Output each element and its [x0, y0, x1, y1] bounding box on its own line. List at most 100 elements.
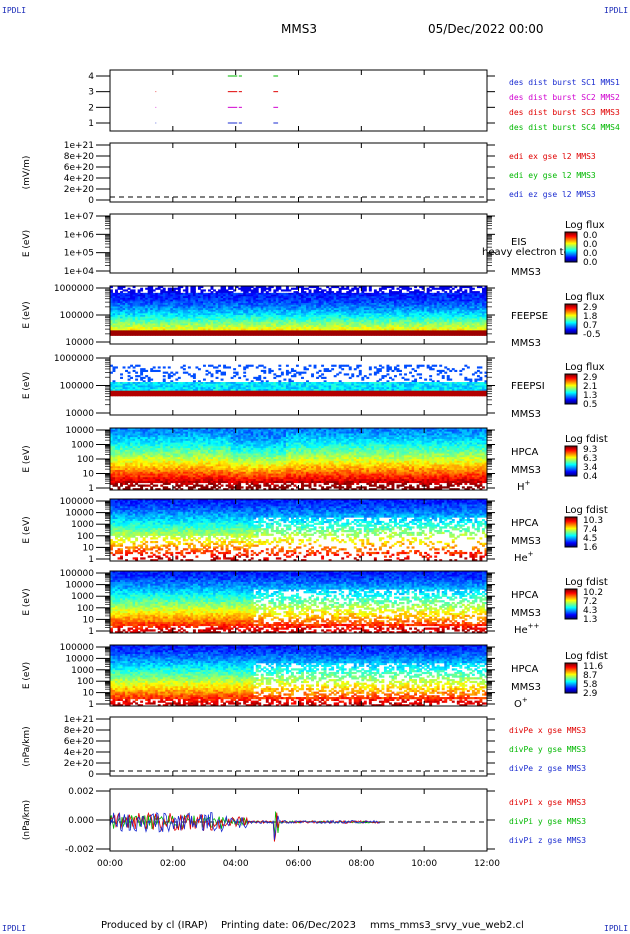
y-tick-label: 1e+04	[64, 267, 95, 277]
spectrogram-cell	[175, 334, 178, 336]
spectrogram-cell	[226, 334, 229, 336]
y-tick-label: 1	[88, 119, 94, 129]
instrument-label: MMS3	[511, 267, 541, 278]
spectrogram-cell	[138, 334, 141, 336]
legend-entry: des dist burst SC4 MMS4	[509, 123, 620, 132]
y-axis-label: (mV/m)	[22, 156, 32, 190]
y-tick-label: 1e+06	[64, 230, 95, 240]
spectrogram-cell	[228, 334, 231, 336]
spectrogram-cell	[155, 288, 158, 290]
spectrogram-cell	[140, 289, 143, 291]
x-tick-label: 10:00	[411, 859, 437, 869]
spectrogram-cell	[223, 334, 226, 336]
spectrogram-cell	[183, 289, 186, 291]
spectrogram-cell	[185, 334, 188, 336]
spectrogram-cell	[130, 334, 133, 336]
spectrogram-cell	[231, 288, 234, 290]
spectrogram-cell	[198, 288, 201, 290]
spectrogram-cell	[148, 334, 151, 336]
spectrogram-cell	[125, 289, 128, 291]
spectrogram-cell	[211, 288, 214, 290]
spectrogram-cell	[248, 289, 251, 291]
spectrogram-cell	[213, 289, 216, 291]
spectrogram-cell	[195, 334, 198, 336]
y-axis-label: E (eV)	[22, 230, 32, 257]
spectrogram-cell	[208, 334, 211, 336]
spectrogram-cell	[188, 334, 191, 336]
spectrogram-cell	[266, 334, 269, 336]
x-tick-label: 00:00	[97, 859, 123, 869]
x-tick-label: 08:00	[348, 859, 374, 869]
y-tick-label: 1e+07	[64, 212, 94, 222]
spectrogram-cell	[165, 334, 168, 336]
spectrogram-cell	[143, 334, 146, 336]
y-tick-label: 1e+05	[64, 249, 94, 259]
y-tick-label: 4	[88, 72, 94, 82]
spectrogram-cell	[173, 334, 176, 336]
spectrogram-cell	[261, 334, 264, 336]
instrument-label: heavy electron to	[482, 247, 570, 258]
spectrogram-cell	[256, 334, 259, 336]
spectrogram-cell	[150, 334, 153, 336]
spectrogram-cell	[178, 334, 181, 336]
spectrogram-cell	[170, 334, 173, 336]
spectrogram-cell	[208, 289, 211, 291]
spectrogram-cell	[118, 334, 121, 336]
x-tick-label: 02:00	[160, 859, 186, 869]
spectrogram-cell	[158, 334, 161, 336]
spectrogram-cell	[145, 334, 148, 336]
spectrogram-cell	[241, 334, 244, 336]
legend-entry: des dist burst SC2 MMS2	[509, 93, 620, 102]
spectrogram-cell	[228, 288, 231, 290]
colorbar-title: Log flux	[565, 220, 605, 231]
spectrogram-cell	[120, 288, 123, 290]
spectrogram-cell	[238, 334, 241, 336]
spectrogram-cell	[175, 288, 178, 290]
spectrogram-cell	[216, 334, 219, 336]
spectrogram-cell	[231, 334, 234, 336]
spectrogram-cell	[123, 289, 126, 291]
spectrogram-cell	[263, 289, 266, 291]
spectrogram-cell	[248, 334, 251, 336]
spectrogram-cell	[206, 334, 209, 336]
y-tick-label: 8e+20	[64, 152, 95, 162]
spectrogram-cell	[253, 334, 256, 336]
spectrogram-cell	[168, 334, 171, 336]
spectrogram-cell	[268, 334, 271, 336]
spectrogram-cell	[258, 334, 261, 336]
spectrogram-cell	[238, 288, 241, 290]
spectrogram-cell	[133, 334, 136, 336]
spectrogram-cell	[268, 289, 271, 291]
spectrogram-cell	[113, 334, 116, 336]
spectrogram-cell	[128, 288, 131, 290]
y-tick-label: 2e+20	[64, 185, 95, 195]
y-tick-label: 3	[88, 88, 94, 98]
panel-frame	[110, 214, 487, 273]
spectrogram-cell	[120, 334, 123, 336]
spectrogram-cell	[211, 334, 214, 336]
spectrogram-cell	[251, 334, 254, 336]
legend-entry: edi ex gse l2 MMS3	[509, 152, 596, 161]
legend-entry: des dist burst SC3 MMS3	[509, 108, 620, 117]
spectrogram-cell	[153, 334, 156, 336]
spectrogram-cell	[123, 334, 126, 336]
x-tick-label: 06:00	[286, 859, 312, 869]
spectrogram-cell	[198, 334, 201, 336]
y-tick-label: 6e+20	[64, 163, 95, 173]
y-tick-label: 0	[88, 196, 94, 206]
spectrogram-cell	[218, 334, 221, 336]
panel-frame	[110, 143, 487, 202]
y-tick-label: 1e+21	[64, 141, 94, 151]
spectrogram-cell	[263, 334, 266, 336]
y-tick-label: 4e+20	[64, 174, 95, 184]
spectrogram-cell	[145, 288, 148, 290]
spectrogram-cell	[153, 289, 156, 291]
spectrogram-cell	[155, 334, 158, 336]
spectrogram-cell	[266, 288, 269, 290]
spectrogram-cell	[180, 334, 183, 336]
panel-feepse	[110, 286, 487, 336]
spectrogram-cell	[213, 334, 216, 336]
legend-entry: edi ez gse l2 MMS3	[509, 190, 596, 199]
spectrogram-cell	[233, 334, 236, 336]
spectrogram-cell	[243, 334, 246, 336]
